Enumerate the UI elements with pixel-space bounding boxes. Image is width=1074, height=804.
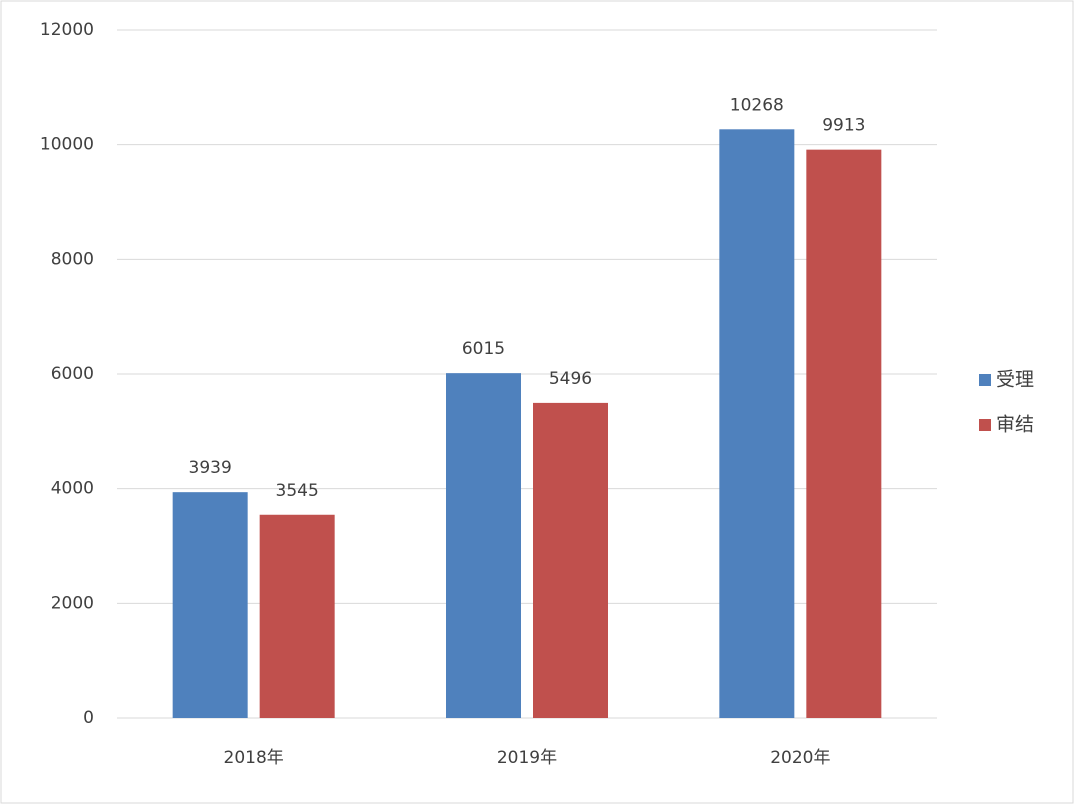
y-tick-label: 12000 (40, 20, 94, 40)
bar (172, 492, 248, 718)
data-label: 10268 (730, 95, 784, 115)
y-tick-label: 6000 (51, 364, 94, 384)
data-label: 5496 (549, 369, 592, 389)
bar (719, 129, 795, 718)
data-label: 9913 (822, 116, 865, 136)
x-tick-label: 2020年 (770, 748, 830, 768)
y-tick-label: 4000 (51, 479, 94, 499)
bar (533, 402, 608, 718)
legend-swatch (979, 419, 991, 431)
y-tick-label: 10000 (40, 135, 94, 155)
data-label: 6015 (462, 339, 505, 359)
x-tick-label: 2019年 (497, 748, 557, 768)
y-tick-label: 8000 (51, 249, 94, 269)
legend-label: 受理 (996, 369, 1034, 391)
data-label: 3939 (189, 458, 232, 478)
y-tick-label: 0 (83, 708, 94, 728)
legend-swatch (979, 374, 991, 386)
data-label: 3545 (276, 481, 319, 501)
y-tick-label: 2000 (51, 593, 94, 613)
bar (446, 373, 521, 718)
bar (806, 149, 882, 718)
x-tick-label: 2018年 (224, 748, 284, 768)
legend-label: 审结 (996, 414, 1034, 436)
bar (259, 514, 335, 718)
